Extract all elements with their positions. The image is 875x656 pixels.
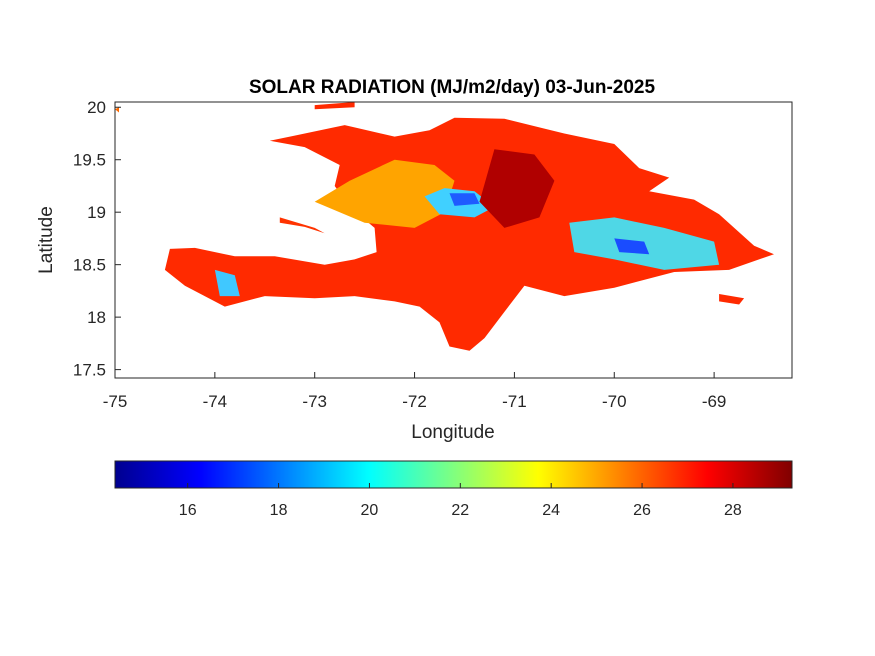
colorbar-tick-label: 18 bbox=[270, 502, 288, 519]
colorbar-tick-label: 20 bbox=[361, 502, 379, 519]
colorbar-tick-label: 26 bbox=[633, 502, 651, 519]
y-tick-label: 17.5 bbox=[73, 361, 106, 380]
x-tick-label: -70 bbox=[602, 392, 627, 411]
colorbar-tick-label: 28 bbox=[724, 502, 742, 519]
x-tick-label: -74 bbox=[203, 392, 228, 411]
x-axis-label: Longitude bbox=[411, 422, 494, 443]
y-tick-label: 18 bbox=[87, 308, 106, 327]
southwest-cyan-patch-region bbox=[214, 269, 240, 297]
colorbar-tick-label: 22 bbox=[451, 502, 469, 519]
y-tick-label: 20 bbox=[87, 98, 106, 117]
ile-de-la-gonave-island bbox=[279, 217, 325, 234]
x-axis-ticks: -75 -74 -73 -72 -71 -70 -69 bbox=[103, 372, 727, 411]
y-tick-label: 19.5 bbox=[73, 151, 106, 170]
colorbar bbox=[114, 460, 793, 489]
axes-box bbox=[114, 101, 793, 379]
hispaniola-mainland-region bbox=[164, 117, 774, 351]
y-axis-label: Latitude bbox=[36, 206, 57, 274]
chart-title: SOLAR RADIATION (MJ/m2/day) 03-Jun-2025 bbox=[249, 77, 656, 98]
x-tick-label: -71 bbox=[502, 392, 527, 411]
land-layer bbox=[115, 102, 774, 351]
corner-speck-island bbox=[115, 107, 119, 113]
colorbar-tick-label: 16 bbox=[179, 502, 197, 519]
x-tick-label: -72 bbox=[402, 392, 427, 411]
x-tick-label: -75 bbox=[103, 392, 128, 411]
northwest-yellow-zone-region bbox=[314, 159, 455, 228]
y-tick-label: 19 bbox=[87, 203, 106, 222]
north-dark-red-zone-region bbox=[479, 149, 555, 228]
colorbar-ticks: 16 18 20 22 24 26 28 bbox=[179, 483, 742, 519]
x-tick-label: -69 bbox=[702, 392, 727, 411]
colorbar-tick-label: 24 bbox=[542, 502, 560, 519]
y-tick-label: 18.5 bbox=[73, 256, 106, 275]
ile-de-la-tortue-island bbox=[314, 102, 355, 110]
isla-saona-island bbox=[719, 294, 745, 305]
east-blue-core-region bbox=[614, 238, 650, 255]
y-axis-ticks: 20 19.5 19 18.5 18 17.5 bbox=[73, 98, 121, 380]
central-blue-core-region bbox=[449, 193, 480, 206]
x-tick-label: -73 bbox=[302, 392, 327, 411]
